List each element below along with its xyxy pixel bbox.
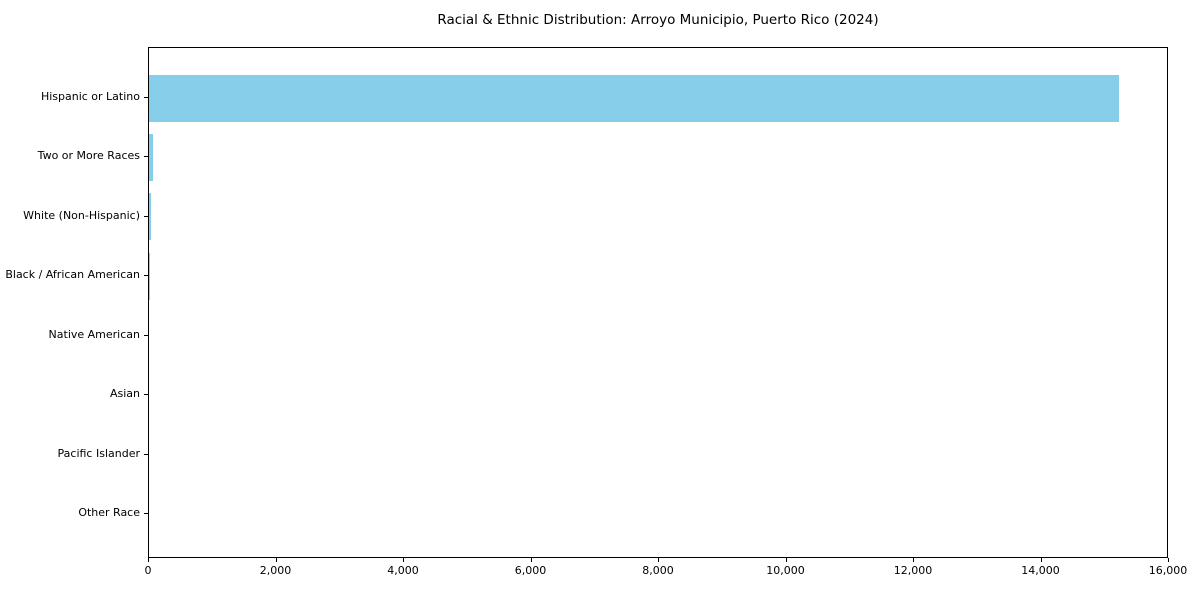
x-tick-label: 10,000 xyxy=(766,564,805,577)
x-tick-label: 12,000 xyxy=(893,564,933,577)
x-tick-label: 14,000 xyxy=(1021,564,1060,577)
bar xyxy=(149,252,150,300)
x-tick-mark xyxy=(403,558,404,562)
x-tick-mark xyxy=(785,558,787,562)
x-tick-label: 2,000 xyxy=(259,564,292,577)
x-tick-mark xyxy=(148,558,149,562)
y-tick-label: Native American xyxy=(48,327,140,341)
x-tick-mark xyxy=(275,558,277,562)
x-tick-mark xyxy=(1168,558,1169,562)
y-tick-mark xyxy=(144,156,148,158)
chart-title: Racial & Ethnic Distribution: Arroyo Mun… xyxy=(437,12,879,28)
y-tick-label: Other Race xyxy=(78,506,140,519)
y-tick-label: Black / African American xyxy=(5,268,140,282)
bar xyxy=(149,74,1120,122)
y-tick-mark xyxy=(144,453,148,455)
x-tick-mark xyxy=(530,558,532,562)
x-tick-label: 16,000 xyxy=(1148,564,1188,577)
x-tick-label: 0 xyxy=(144,564,152,577)
y-tick-mark xyxy=(144,394,148,396)
x-tick-mark xyxy=(658,558,659,562)
y-tick-label: Pacific Islander xyxy=(57,446,140,460)
y-tick-label: White (Non-Hispanic) xyxy=(23,208,140,222)
y-tick-mark xyxy=(144,215,148,217)
x-tick-label: 8,000 xyxy=(642,564,674,577)
x-tick-mark xyxy=(913,558,914,562)
y-tick-mark xyxy=(144,97,148,98)
x-tick-label: 6,000 xyxy=(514,564,547,577)
y-tick-label: Asian xyxy=(109,387,140,401)
x-tick-label: 4,000 xyxy=(387,564,419,577)
y-tick-label: Two or More Races xyxy=(37,149,140,163)
y-tick-mark xyxy=(144,513,148,514)
x-tick-mark xyxy=(1040,558,1042,562)
bar xyxy=(149,193,151,241)
y-tick-mark xyxy=(144,275,148,277)
y-tick-mark xyxy=(144,334,148,336)
y-tick-label: Hispanic or Latino xyxy=(40,90,140,103)
plot-area xyxy=(148,47,1168,558)
bar xyxy=(149,133,153,181)
